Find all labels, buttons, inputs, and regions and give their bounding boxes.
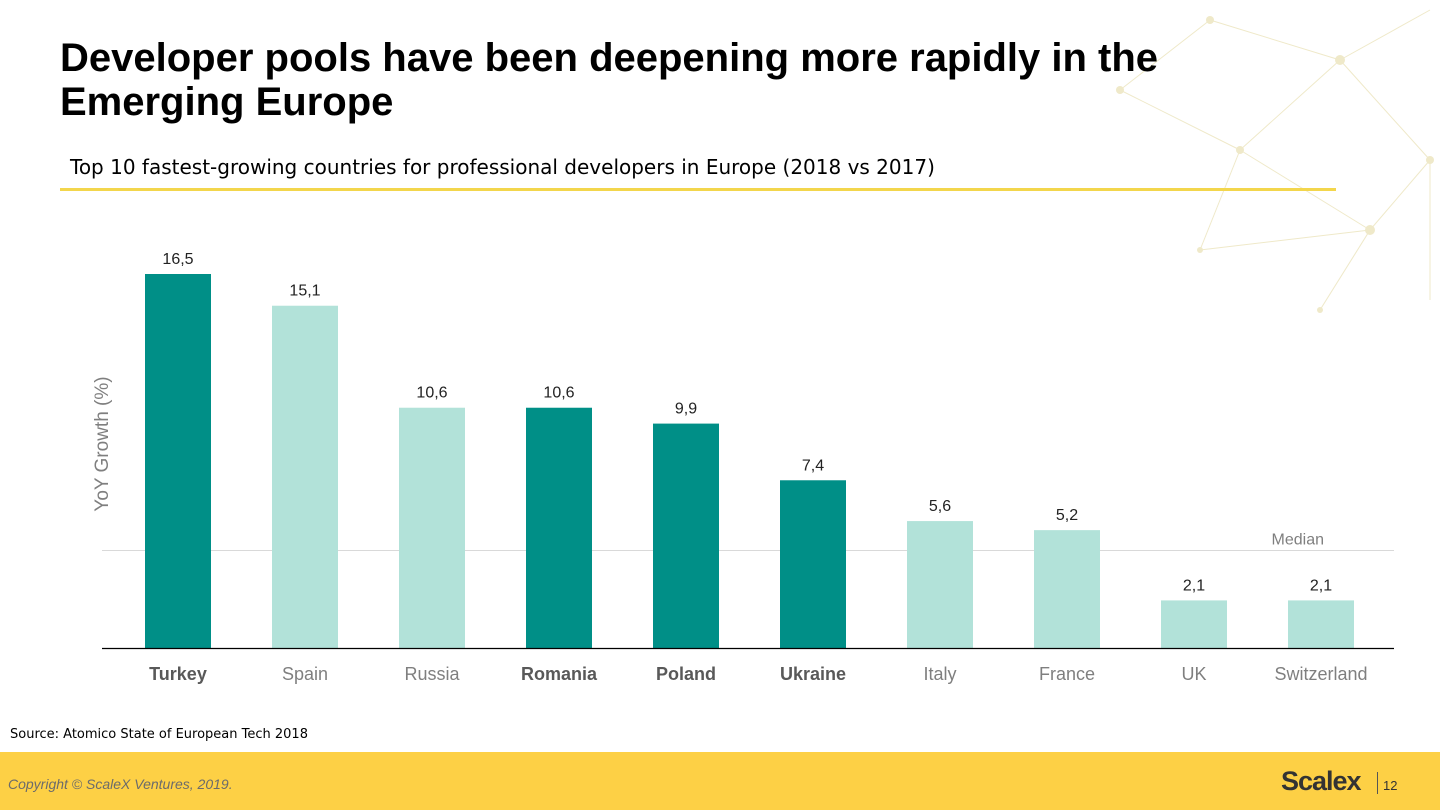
bar-russia (399, 407, 465, 648)
logo-divider (1377, 772, 1378, 794)
data-label: 16,5 (162, 251, 193, 268)
category-label: Russia (404, 664, 460, 684)
bar-uk (1161, 600, 1227, 648)
y-axis-label: YoY Growth (%) (92, 376, 113, 511)
category-label: Romania (521, 664, 598, 684)
category-label: UK (1181, 664, 1206, 684)
data-label: 2,1 (1183, 577, 1205, 594)
data-label: 10,6 (543, 385, 574, 402)
page-number: 12 (1383, 778, 1398, 793)
copyright-text: Copyright © ScaleX Ventures, 2019. (8, 776, 233, 792)
page-title: Developer pools have been deepening more… (60, 36, 1159, 124)
category-label: Italy (923, 664, 956, 684)
data-label: 5,2 (1056, 507, 1078, 524)
bar-spain (272, 305, 338, 648)
bar-poland (653, 423, 719, 648)
chart-subtitle: Top 10 fastest-growing countries for pro… (70, 155, 935, 179)
bar-turkey (145, 274, 211, 648)
category-label: Poland (656, 664, 716, 684)
subtitle-underline (60, 188, 1336, 191)
footer-bar: Copyright © ScaleX Ventures, 2019. Scale… (0, 752, 1440, 810)
category-label: Ukraine (780, 664, 846, 684)
data-label: 5,6 (929, 498, 951, 515)
bar-france (1034, 530, 1100, 648)
data-label: 15,1 (289, 283, 320, 300)
category-label: France (1039, 664, 1095, 684)
bar-switzerland (1288, 600, 1354, 648)
data-label: 10,6 (416, 385, 447, 402)
category-label: Turkey (149, 664, 207, 684)
scalex-logo: Scalex (1281, 766, 1362, 796)
data-label: 7,4 (802, 457, 824, 474)
category-label: Spain (282, 664, 328, 684)
median-label: Median (1272, 532, 1324, 549)
bar-italy (907, 521, 973, 648)
bar-romania (526, 407, 592, 648)
bar-ukraine (780, 480, 846, 648)
source-note: Source: Atomico State of European Tech 2… (10, 727, 308, 742)
data-label: 9,9 (675, 401, 697, 418)
category-label: Switzerland (1274, 664, 1367, 684)
data-label: 2,1 (1310, 577, 1332, 594)
